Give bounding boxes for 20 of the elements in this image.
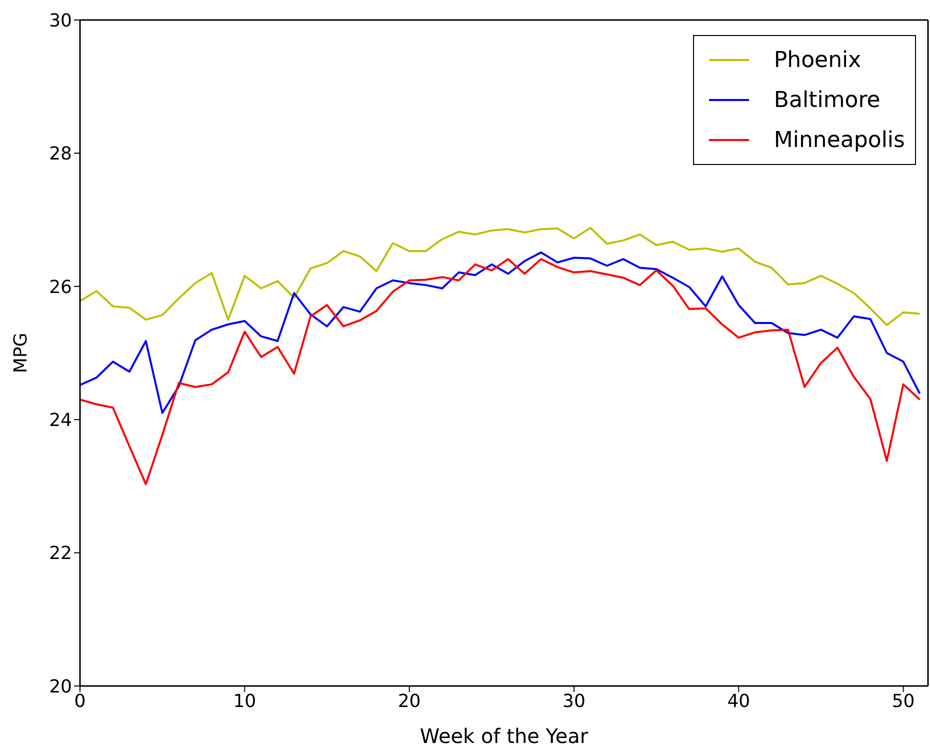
legend-label: Baltimore bbox=[774, 88, 880, 112]
legend-label: Phoenix bbox=[774, 48, 862, 72]
y-axis-title: MPG bbox=[10, 332, 32, 374]
x-tick-label: 0 bbox=[74, 690, 86, 712]
y-tick-label: 24 bbox=[49, 410, 72, 431]
x-tick-label: 20 bbox=[398, 690, 421, 712]
x-tick-label: 30 bbox=[562, 690, 586, 712]
x-tick-label: 40 bbox=[727, 690, 750, 712]
x-axis-title: Week of the Year bbox=[420, 724, 589, 748]
y-tick-label: 26 bbox=[49, 276, 72, 298]
line-series bbox=[80, 258, 921, 486]
y-tick-label: 30 bbox=[49, 10, 72, 32]
y-tick-label: 22 bbox=[49, 543, 72, 564]
x-tick-label: 50 bbox=[892, 690, 915, 712]
y-tick-label: 20 bbox=[49, 676, 72, 698]
line-series bbox=[80, 226, 921, 326]
y-tick-label: 28 bbox=[49, 144, 72, 165]
x-tick-label: 10 bbox=[233, 690, 256, 712]
legend-label: Minneapolis bbox=[774, 128, 905, 152]
line-series bbox=[80, 251, 921, 414]
